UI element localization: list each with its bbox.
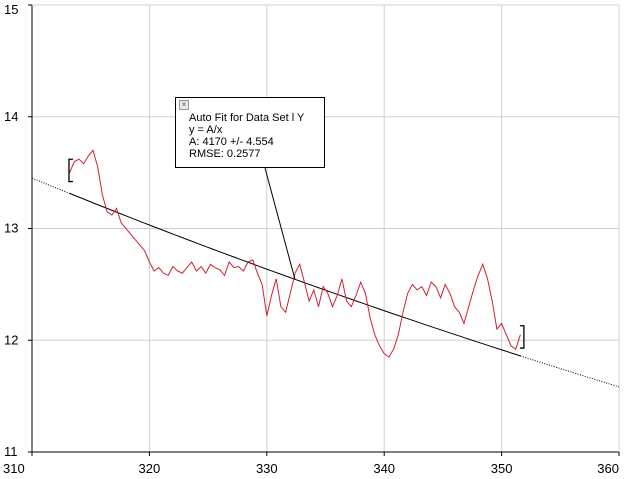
fit-rmse: RMSE: 0.2577	[189, 148, 261, 160]
x-tick-label: 340	[373, 461, 395, 476]
annotation-leader-line	[264, 167, 296, 280]
x-tick-label: 350	[491, 461, 513, 476]
fit-extrapolation-left	[31, 177, 70, 194]
data-series	[69, 149, 521, 358]
axes	[28, 4, 620, 456]
x-tick-label: 310	[3, 461, 25, 476]
range-bracket-left[interactable]	[68, 158, 73, 183]
x-tick-label: 360	[597, 461, 619, 476]
range-bracket-right[interactable]	[519, 325, 525, 349]
close-icon[interactable]: ×	[179, 100, 189, 110]
grid	[32, 4, 620, 452]
x-tick-label: 320	[139, 461, 161, 476]
fit-title: Auto Fit for Data Set l Y	[189, 112, 305, 124]
y-tick-label: 12	[4, 332, 18, 347]
tick-labels: 310 320 330 340 350 360 11 12 13 14 15	[3, 2, 619, 476]
fit-parameter: A: 4170 +/- 4.554	[189, 136, 274, 148]
range-brackets[interactable]	[68, 158, 525, 349]
fit-curve	[31, 177, 620, 388]
fit-equation: y = A/x	[189, 124, 223, 136]
auto-fit-annotation[interactable]: × Auto Fit for Data Set l Y y = A/x A: 4…	[175, 97, 325, 168]
x-tick-label: 330	[256, 461, 278, 476]
y-tick-label: 15	[4, 2, 18, 17]
measured-line	[69, 149, 521, 358]
y-tick-label: 14	[4, 109, 18, 124]
y-tick-label: 11	[4, 444, 18, 459]
annotation-leader	[264, 167, 296, 280]
fit-extrapolation-right	[520, 355, 620, 388]
y-tick-label: 13	[4, 221, 18, 236]
